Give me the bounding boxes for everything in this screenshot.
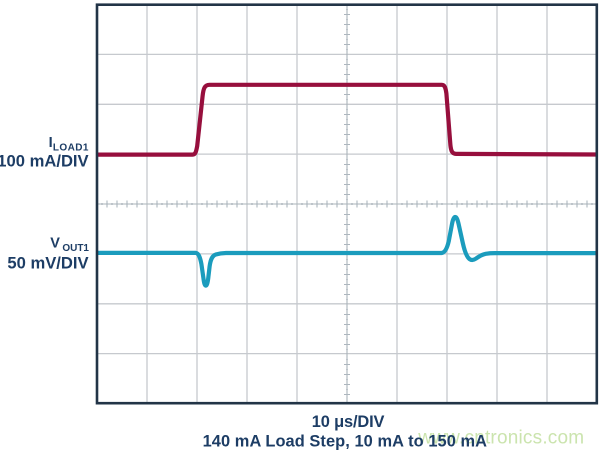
- svg-text:www.cntronics.com: www.cntronics.com: [417, 428, 584, 449]
- svg-text:OUT1: OUT1: [62, 243, 89, 254]
- svg-text:50 mV/DIV: 50 mV/DIV: [7, 254, 88, 273]
- svg-text:10 μs/DIV: 10 μs/DIV: [312, 413, 385, 431]
- svg-text:V: V: [50, 235, 60, 251]
- svg-text:140 mA Load Step, 10 mA to 150: 140 mA Load Step, 10 mA to 150 mA: [203, 433, 488, 451]
- svg-text:100 mA/DIV: 100 mA/DIV: [0, 151, 89, 170]
- svg-text:I: I: [49, 135, 53, 151]
- svg-text:LOAD1: LOAD1: [53, 142, 89, 153]
